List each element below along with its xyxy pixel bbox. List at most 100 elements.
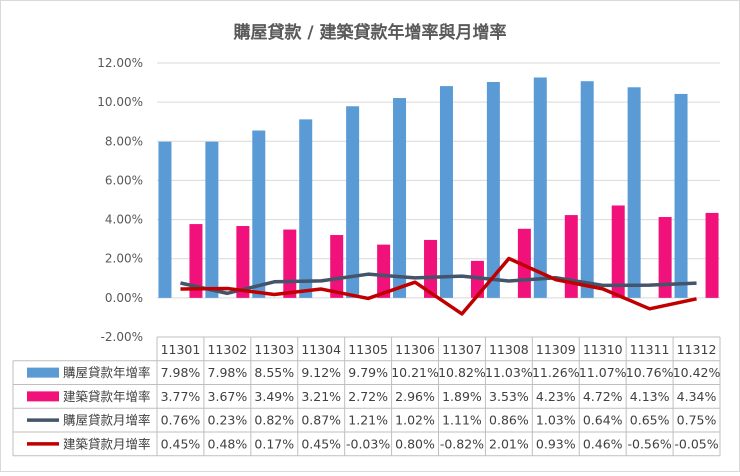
data-label: 7.98% — [161, 365, 201, 380]
data-label: 0.86% — [489, 413, 529, 428]
data-label: -0.03% — [346, 436, 390, 451]
y-tick-label: 6.00% — [105, 173, 143, 187]
data-label: 3.77% — [161, 389, 201, 404]
chart-title: 購屋貸款 / 建築貸款年增率與月增率 — [233, 22, 506, 43]
data-label: 7.98% — [208, 365, 248, 380]
data-label: 10.21% — [391, 365, 439, 380]
data-label: 0.23% — [208, 413, 248, 428]
bar-construction-loan-yoy — [330, 235, 344, 298]
data-label: 10.76% — [626, 365, 674, 380]
x-tick-label: 11311 — [630, 342, 670, 357]
x-tick-label: 11310 — [583, 342, 623, 357]
data-label: 0.17% — [254, 436, 294, 451]
data-label: 0.65% — [630, 413, 670, 428]
bar-construction-loan-yoy — [283, 229, 297, 298]
bars — [158, 77, 719, 298]
data-label: 9.79% — [348, 365, 388, 380]
data-label: 11.26% — [532, 365, 580, 380]
x-tick-label: 11312 — [677, 342, 717, 357]
legend-label: 購屋貸款月增率 — [63, 413, 151, 428]
data-label: 1.21% — [348, 413, 388, 428]
y-tick-label: 2.00% — [105, 252, 143, 266]
data-label: 0.46% — [583, 436, 623, 451]
y-tick-label: 8.00% — [105, 134, 143, 148]
x-tick-label: 11308 — [489, 342, 529, 357]
bar-home-loan-yoy — [486, 81, 500, 298]
data-label: 10.42% — [673, 365, 721, 380]
legend-swatch — [27, 367, 59, 378]
x-tick-label: 11301 — [161, 342, 201, 357]
bar-construction-loan-yoy — [189, 224, 203, 298]
legend-swatch — [27, 391, 59, 402]
data-label: 0.82% — [254, 413, 294, 428]
data-label: 10.82% — [438, 365, 486, 380]
y-tick-label: 0.00% — [105, 291, 143, 305]
x-tick-label: 11306 — [395, 342, 435, 357]
data-label: 4.34% — [677, 389, 717, 404]
x-tick-label: 11302 — [207, 342, 247, 357]
data-label: 0.64% — [583, 413, 623, 428]
x-tick-label: 11304 — [301, 342, 341, 357]
legend-label: 建築貸款月增率 — [63, 436, 151, 451]
bar-construction-loan-yoy — [658, 217, 672, 298]
x-tick-label: 11305 — [348, 342, 388, 357]
data-label: 0.76% — [161, 413, 201, 428]
data-label: 4.13% — [630, 389, 670, 404]
line-home-loan-mom — [180, 272, 697, 296]
bar-home-loan-yoy — [393, 98, 407, 298]
data-label: 1.11% — [442, 413, 482, 428]
data-label: 0.87% — [301, 413, 341, 428]
bar-construction-loan-yoy — [424, 239, 438, 298]
data-label: 3.49% — [254, 389, 294, 404]
data-label: 2.01% — [489, 436, 529, 451]
data-label: 1.89% — [442, 389, 482, 404]
data-label: -0.56% — [628, 436, 672, 451]
data-label: -0.05% — [674, 436, 718, 451]
bar-construction-loan-yoy — [611, 205, 625, 298]
data-label: 4.72% — [583, 389, 623, 404]
y-tick-label: 4.00% — [105, 213, 143, 227]
data-label: -0.82% — [440, 436, 484, 451]
bar-construction-loan-yoy — [377, 244, 391, 298]
bar-home-loan-yoy — [346, 106, 360, 298]
data-label: 8.55% — [254, 365, 294, 380]
data-label: 3.67% — [208, 389, 248, 404]
y-tick-label: -2.00% — [101, 330, 143, 344]
data-label: 4.23% — [536, 389, 576, 404]
y-axis-tick-labels: 12.00% 10.00% 8.00% 6.00% 4.00% 2.00% 0.00% -2.… — [97, 56, 143, 344]
data-label: 3.53% — [489, 389, 529, 404]
data-label: 11.07% — [579, 365, 627, 380]
x-tick-label: 11307 — [442, 342, 482, 357]
bar-construction-loan-yoy — [564, 215, 578, 298]
data-label: 0.45% — [161, 436, 201, 451]
data-label: 2.72% — [348, 389, 388, 404]
data-label: 0.45% — [301, 436, 341, 451]
data-label: 3.21% — [301, 389, 341, 404]
bar-home-loan-yoy — [627, 87, 641, 298]
data-label: 9.12% — [301, 365, 341, 380]
x-tick-label: 11309 — [536, 342, 576, 357]
legend-label: 建築貸款年增率 — [63, 389, 151, 404]
bar-home-loan-yoy — [580, 81, 594, 298]
bar-home-loan-yoy — [439, 86, 453, 298]
bar-construction-loan-yoy — [705, 212, 719, 298]
data-label: 0.93% — [536, 436, 576, 451]
y-tick-label: 12.00% — [97, 56, 143, 70]
data-label: 0.48% — [208, 436, 248, 451]
data-label: 11.03% — [485, 365, 533, 380]
x-tick-label: 11303 — [254, 342, 294, 357]
lines — [180, 256, 697, 316]
legend-label: 購屋貸款年增率 — [63, 365, 151, 380]
data-table: 11301 11302 11303 11304 11305 11306 11307 11308… — [12, 336, 721, 457]
data-label: 0.80% — [395, 436, 435, 451]
bar-home-loan-yoy — [299, 119, 313, 298]
y-tick-label: 10.00% — [97, 95, 143, 109]
data-label: 1.02% — [395, 413, 435, 428]
bar-home-loan-yoy — [674, 93, 688, 298]
data-label: 0.75% — [677, 413, 717, 428]
bar-home-loan-yoy — [158, 141, 172, 298]
bar-home-loan-yoy — [533, 77, 547, 298]
bar-home-loan-yoy — [252, 130, 266, 298]
